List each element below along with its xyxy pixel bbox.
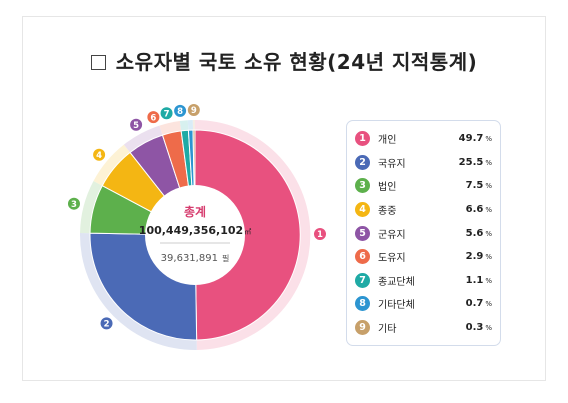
center-parcels-value: 39,631,891 필 — [161, 253, 230, 264]
slice-badge-circle-4 — [92, 147, 107, 162]
legend-number-badge: 8 — [355, 296, 370, 312]
slice-badge-circle-6 — [146, 110, 161, 125]
legend-value: 0.3% — [466, 322, 492, 333]
legend-label: 종교단체 — [378, 276, 415, 288]
legend-row-3: 3 법인 7.5% — [355, 174, 492, 198]
center-area-unit: ㎡ — [244, 228, 251, 236]
legend-number-badge: 1 — [355, 131, 370, 147]
legend-label: 국유지 — [378, 158, 406, 170]
center-area-value: 100,449,356,102㎡ — [139, 224, 251, 237]
legend-number-badge: 5 — [355, 225, 370, 241]
legend-row-1: 1 개인 49.7% — [355, 127, 492, 151]
legend-value-number: 2.9 — [465, 251, 484, 263]
legend-label: 도유지 — [378, 253, 406, 265]
slice-badge-circle-1 — [313, 227, 327, 242]
legend-row-7: 7 종교단체 1.1% — [355, 269, 492, 293]
legend-number-badge: 9 — [355, 320, 370, 336]
legend-value-number: 0.7 — [465, 298, 484, 310]
legend-row-6: 6 도유지 2.9% — [355, 245, 492, 269]
legend-value-number: 49.7 — [458, 133, 484, 145]
legend-value-unit: % — [485, 135, 492, 144]
slice-badge-circle-2 — [99, 316, 114, 331]
legend-number-badge: 3 — [355, 178, 370, 194]
slice-badge-number-9: 9 — [191, 106, 197, 116]
legend-value-unit: % — [485, 182, 492, 191]
donut-hole — [145, 185, 245, 285]
center-total-label: 총계 — [184, 204, 206, 219]
center-area-number: 100,449,356,102 — [139, 224, 243, 237]
legend-label: 군유지 — [378, 229, 406, 241]
slice-badge-circle-7 — [159, 106, 174, 121]
legend-row-2: 2 국유지 25.5% — [355, 151, 492, 175]
legend-number-badge: 7 — [355, 272, 370, 288]
donut-chart: 총계 100,449,356,102㎡ 39,631,891 필 1 2 3 4 5 6 7 8… — [66, 103, 327, 351]
legend-label: 종중 — [378, 206, 397, 218]
slice-badge-number-5: 5 — [133, 121, 139, 131]
slice-badge-number-1: 1 — [317, 230, 323, 240]
chart-title-row: 소유자별 국토 소유 현황(24년 지적통계) — [0, 46, 568, 75]
legend-value-unit: % — [485, 206, 492, 215]
slice-badge-circle-8 — [173, 103, 188, 118]
legend-row-9: 9 기타 0.3% — [355, 316, 492, 340]
legend-number-badge: 4 — [355, 202, 370, 218]
slice-badge-number-8: 8 — [177, 107, 183, 117]
slice-badge-number-4: 4 — [96, 151, 102, 161]
center-parcels-unit: 필 — [222, 253, 229, 263]
legend-number-badge: 6 — [355, 249, 370, 265]
legend-value: 5.6% — [466, 228, 492, 239]
legend-value-number: 0.3 — [465, 322, 484, 334]
center-parcels-number: 39,631,891 — [161, 253, 218, 264]
legend-row-8: 8 기타단체 0.7% — [355, 292, 492, 316]
slice-badge-circle-3 — [66, 196, 81, 211]
legend-value: 7.5% — [466, 180, 492, 191]
slice-badge-number-7: 7 — [164, 109, 170, 119]
legend-value-unit: % — [485, 253, 492, 262]
slice-badge-number-3: 3 — [71, 200, 77, 210]
slice-badge-number-2: 2 — [104, 320, 110, 330]
legend-number-badge: 2 — [355, 154, 370, 170]
legend-value-number: 5.6 — [465, 227, 484, 239]
legend-value: 25.5% — [459, 157, 492, 168]
legend-value: 2.9% — [466, 251, 492, 262]
legend-value: 49.7% — [459, 133, 492, 144]
legend-value-unit: % — [485, 158, 492, 167]
chart-title: 소유자별 국토 소유 현황(24년 지적통계) — [115, 50, 478, 74]
legend-label: 기타 — [378, 324, 397, 336]
legend-value-unit: % — [485, 276, 492, 285]
legend-label: 개인 — [378, 135, 397, 147]
legend-value-unit: % — [485, 229, 492, 238]
slice-badge-number-6: 6 — [150, 113, 156, 123]
legend-row-5: 5 군유지 5.6% — [355, 221, 492, 245]
slice-number-badges: 1 2 3 4 5 6 7 8 9 — [66, 103, 327, 331]
legend-label: 기타단체 — [378, 300, 415, 312]
legend-row-4: 4 종중 6.6% — [355, 198, 492, 222]
legend-value-unit: % — [485, 300, 492, 309]
legend-value: 0.7% — [466, 298, 492, 309]
legend-value-number: 1.1 — [465, 274, 484, 286]
slice-badge-circle-5 — [129, 117, 144, 132]
legend-value-number: 25.5 — [458, 156, 484, 168]
legend-label: 법인 — [378, 182, 397, 194]
legend-value-unit: % — [485, 324, 492, 333]
legend-value-number: 6.6 — [465, 204, 484, 216]
legend-value: 1.1% — [466, 275, 492, 286]
checkbox-square-icon — [90, 55, 106, 70]
pie-slice-1 — [194, 129, 301, 341]
slice-badge-circle-9 — [186, 103, 201, 118]
legend-value-number: 7.5 — [465, 180, 484, 192]
legend-panel: 1 개인 49.7% 2 국유지 25.5% 3 법인 7.5% 4 종중 6.6% 5 군유지 5.6% 6… — [346, 120, 501, 346]
legend-value: 6.6% — [466, 204, 492, 215]
